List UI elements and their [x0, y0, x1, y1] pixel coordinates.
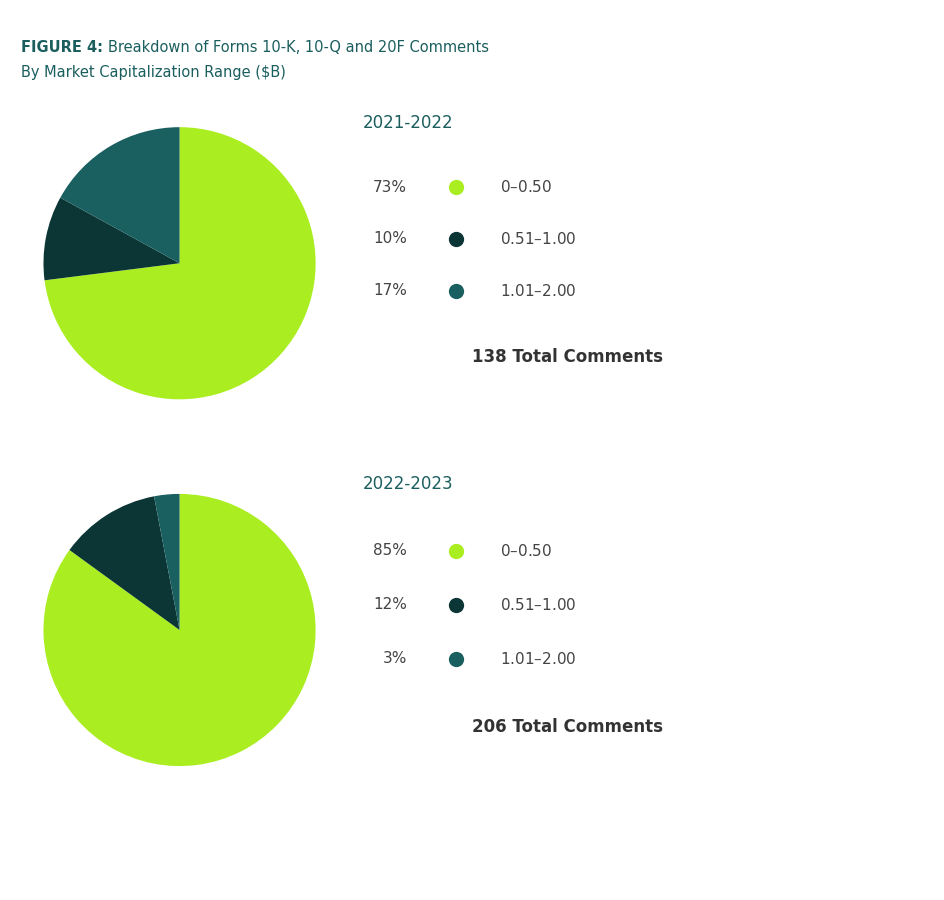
Wedge shape	[154, 494, 179, 630]
Text: 17%: 17%	[373, 284, 406, 299]
Text: FIGURE 4:: FIGURE 4:	[21, 40, 103, 56]
Text: $0.51 – $1.00: $0.51 – $1.00	[499, 597, 576, 613]
Wedge shape	[70, 496, 179, 630]
Text: 12%: 12%	[373, 598, 406, 612]
Text: 2021-2022: 2021-2022	[362, 114, 453, 132]
Text: $0 – $0.50: $0 – $0.50	[499, 179, 551, 195]
Text: 206 Total Comments: 206 Total Comments	[472, 718, 663, 736]
Text: 85%: 85%	[373, 544, 406, 558]
Text: $1.01 – $2.00: $1.01 – $2.00	[499, 651, 576, 667]
Text: $0.51 – $1.00: $0.51 – $1.00	[499, 231, 576, 247]
Wedge shape	[60, 127, 179, 263]
Text: By Market Capitalization Range ($B): By Market Capitalization Range ($B)	[21, 65, 285, 80]
Wedge shape	[43, 494, 315, 766]
Text: $1.01 – $2.00: $1.01 – $2.00	[499, 283, 576, 299]
Text: Breakdown of Forms 10-K, 10-Q and 20F Comments: Breakdown of Forms 10-K, 10-Q and 20F Co…	[108, 40, 488, 56]
Text: $0 – $0.50: $0 – $0.50	[499, 543, 551, 559]
Wedge shape	[44, 127, 315, 400]
Text: 73%: 73%	[372, 179, 406, 194]
Wedge shape	[43, 198, 179, 280]
Text: 138 Total Comments: 138 Total Comments	[472, 347, 663, 365]
Text: 2022-2023: 2022-2023	[362, 475, 453, 493]
Text: 3%: 3%	[382, 652, 406, 666]
Text: 10%: 10%	[373, 231, 406, 247]
